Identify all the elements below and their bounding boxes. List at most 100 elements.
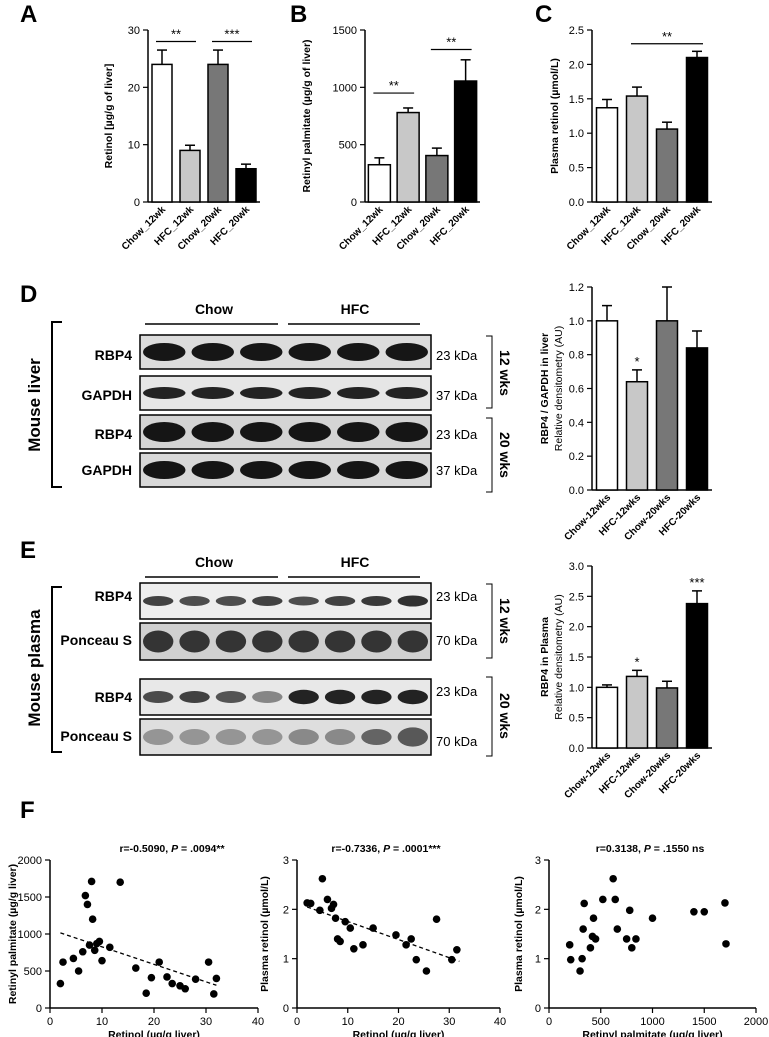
y-tick-label: 0 xyxy=(36,1003,42,1015)
title-part: = .0001*** xyxy=(390,843,441,855)
data-point xyxy=(576,967,584,975)
bar xyxy=(453,80,478,203)
y-axis-label: RBP4 / GAPDH in liver xyxy=(539,333,551,444)
y-axis-label-secondary: Relative densitometry (AU) xyxy=(553,594,565,719)
y-axis-label: Plasma retinol (µmol/L) xyxy=(259,876,271,992)
bar xyxy=(367,163,392,203)
y-tick-label: 0 xyxy=(535,1003,541,1015)
blot-band xyxy=(288,387,331,399)
data-point xyxy=(586,944,595,952)
data-point xyxy=(579,925,587,933)
data-point xyxy=(69,954,78,963)
y-tick-label: 10 xyxy=(128,140,140,152)
x-tick-label: 20 xyxy=(392,1016,404,1028)
blot-band xyxy=(288,343,331,361)
blot-band xyxy=(337,387,380,399)
y-tick-label: 0.5 xyxy=(569,713,584,725)
data-point xyxy=(632,935,640,943)
blot-band xyxy=(240,461,283,479)
blot-band xyxy=(240,387,283,399)
bar xyxy=(685,56,709,203)
y-axis-label: Retinyl palmitate (µg/g liver) xyxy=(7,864,19,1004)
title-part: r=-0.7336, xyxy=(331,843,383,855)
blot-band xyxy=(191,461,234,479)
significance-label: ** xyxy=(662,29,672,44)
blot-band xyxy=(324,689,356,705)
data-point xyxy=(142,989,150,997)
title-part: = .0094** xyxy=(178,843,225,855)
x-tick-label: 20 xyxy=(148,1016,160,1028)
y-tick-label: 500 xyxy=(339,140,357,152)
data-point xyxy=(721,899,729,907)
data-point xyxy=(622,935,631,943)
title-part: r=-0.5090, xyxy=(119,843,171,855)
bar xyxy=(425,154,449,203)
blot-band xyxy=(191,387,234,399)
blot-band xyxy=(288,596,319,606)
chart-f1-scatter: 0 500 1000 1500 2000 0 10 20 30 40 Retinol (µg/g l… xyxy=(7,843,264,1037)
bracket xyxy=(486,583,493,659)
data-point xyxy=(578,954,586,963)
blot-band xyxy=(361,689,392,705)
data-point xyxy=(611,895,620,904)
y-tick-label: 0.2 xyxy=(569,451,584,463)
data-point xyxy=(359,941,367,949)
blot-band xyxy=(385,422,428,442)
data-point xyxy=(95,937,104,946)
blot-strip-frame xyxy=(139,452,432,488)
blot-band xyxy=(252,630,283,653)
panel-letter-b: B xyxy=(290,1,307,28)
title-part: r=0.3138, xyxy=(596,843,644,855)
chart-f3-scatter: 0 1 2 3 0 500 1000 1500 2000 Retinyl palmitate (µ… xyxy=(513,843,768,1037)
blot-band xyxy=(179,630,210,653)
chart-c-plasma-retinol-bar: 0.0 0.5 1.0 1.5 2.0 2.5 Plasma retinol (µmol/L… xyxy=(549,25,712,253)
y-tick-label: 1500 xyxy=(333,25,357,37)
data-point xyxy=(59,958,67,966)
blot-strip xyxy=(139,622,432,661)
data-point xyxy=(191,975,200,983)
data-point xyxy=(132,964,140,972)
title-part: P xyxy=(383,843,391,855)
data-point xyxy=(609,874,617,883)
data-point xyxy=(318,874,327,883)
bar xyxy=(396,111,420,203)
y-tick-label: 1.2 xyxy=(569,282,584,294)
x-tick-label: 40 xyxy=(252,1016,264,1028)
data-point xyxy=(88,915,97,923)
blot-band xyxy=(397,630,428,653)
blot-band xyxy=(288,630,319,653)
blot-band xyxy=(324,729,356,745)
blot-band xyxy=(252,691,283,703)
blot-band xyxy=(179,729,210,745)
blot-strip-frame xyxy=(139,375,432,411)
y-tick-label: 0 xyxy=(283,1003,289,1015)
x-tick-label: 40 xyxy=(494,1016,506,1028)
title-part: = .1550 ns xyxy=(651,843,705,855)
data-point xyxy=(81,891,90,900)
blot-band xyxy=(179,596,210,606)
y-tick-label: 1500 xyxy=(18,892,42,904)
data-point xyxy=(392,931,400,939)
group-label-chow: Chow xyxy=(195,554,233,570)
blot-band xyxy=(191,422,234,442)
kda-label: 23 kDa xyxy=(436,348,478,363)
time-label: 12 wks xyxy=(497,350,513,396)
kda-label: 37 kDa xyxy=(436,463,478,478)
y-tick-label: 1000 xyxy=(333,82,357,94)
kda-label: 23 kDa xyxy=(436,684,478,699)
data-point xyxy=(56,979,65,988)
blot-band xyxy=(191,343,234,361)
blot-band xyxy=(288,689,319,705)
y-tick-label: 2.0 xyxy=(569,59,584,71)
data-point xyxy=(163,973,171,981)
bar xyxy=(207,63,229,203)
data-point xyxy=(329,900,338,909)
time-label: 20 wks xyxy=(497,693,513,739)
bar xyxy=(625,95,649,203)
protein-label: GAPDH xyxy=(81,387,132,403)
blot-band xyxy=(215,596,247,606)
bar xyxy=(595,106,619,203)
y-axis-label: Plasma retinol (µmol/L) xyxy=(513,876,525,992)
y-axis-label: RBP4 in Plasma xyxy=(539,617,551,697)
